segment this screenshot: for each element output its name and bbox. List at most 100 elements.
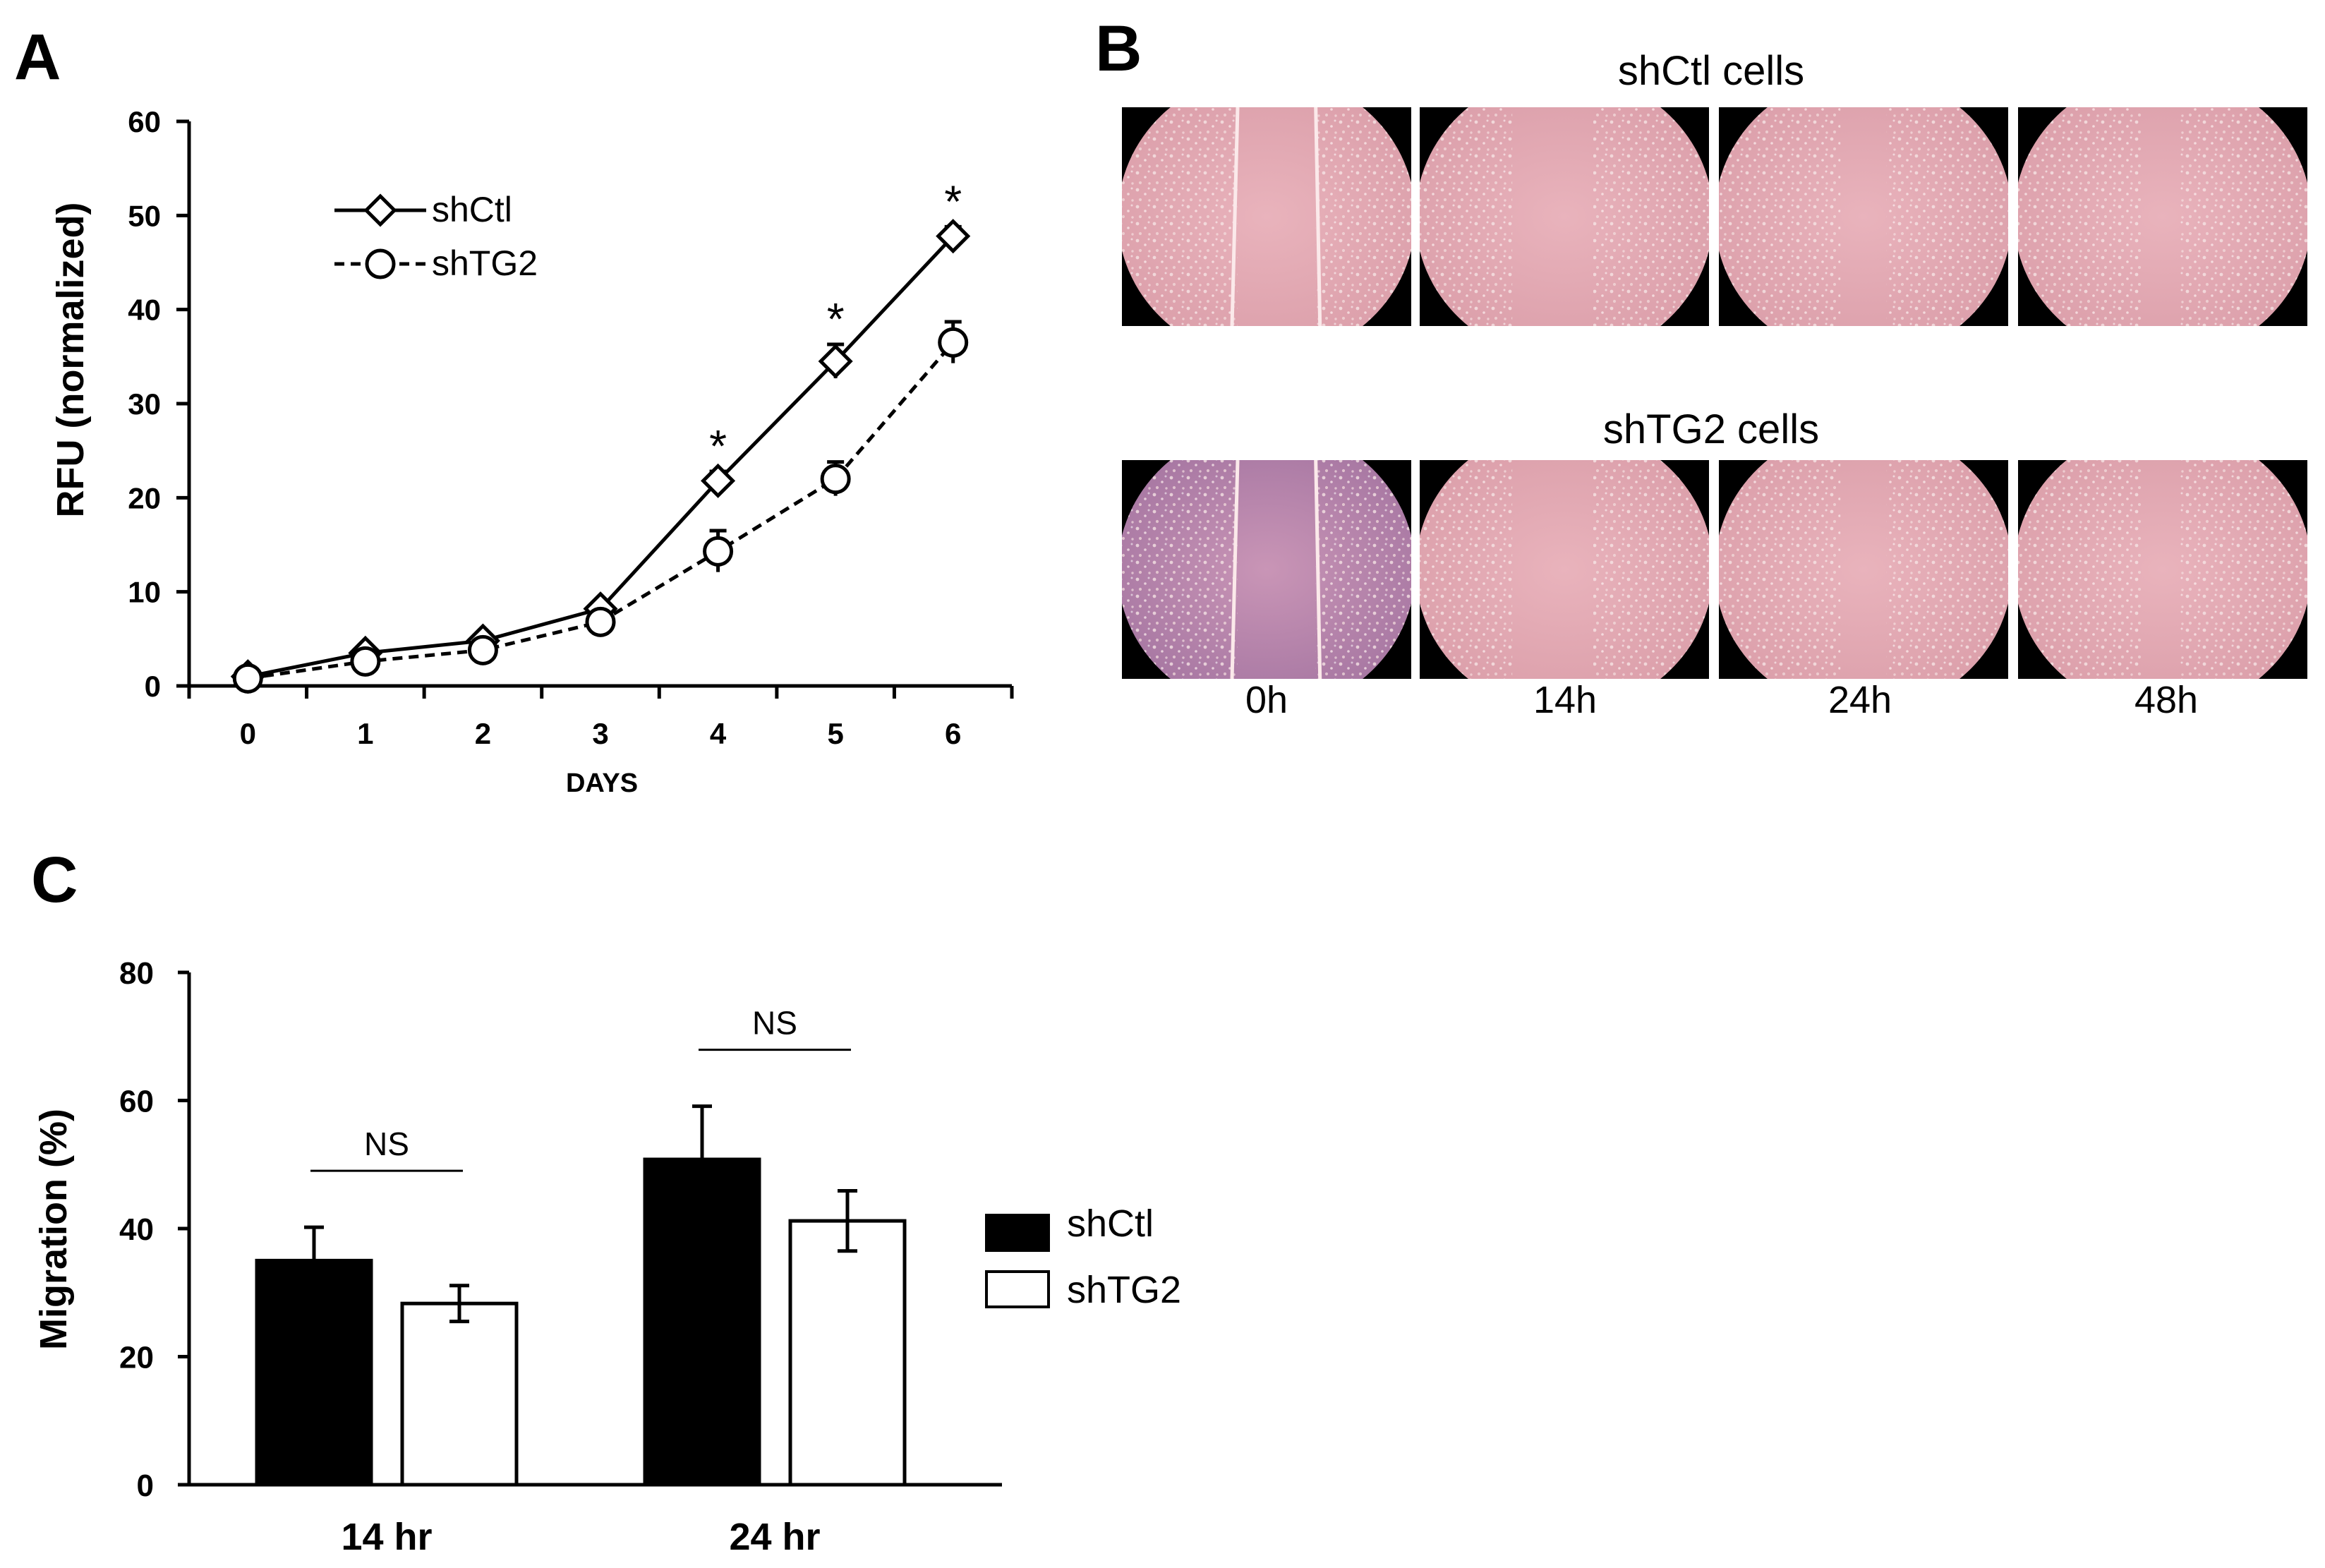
y-tick-label: 60 — [119, 1085, 154, 1119]
significance-label: NS — [752, 1005, 797, 1042]
panel-b-image-grid — [1122, 107, 2307, 680]
y-tick-label: 50 — [128, 199, 161, 232]
y-tick-label: 40 — [128, 294, 161, 327]
microscopy-tile — [1719, 460, 2008, 679]
data-point — [467, 634, 498, 665]
x-tick-label: 4 — [710, 717, 727, 750]
x-tick-label: 3 — [592, 717, 608, 750]
error-bar — [692, 1104, 712, 1214]
legend-label-shctl: shCtl — [1067, 1202, 1154, 1245]
legend-marker-circle — [365, 248, 396, 279]
error-bar — [838, 1188, 857, 1253]
cell-layer-left — [1719, 460, 1841, 679]
panel-a-series — [230, 219, 971, 694]
cell-layer-right — [2180, 460, 2307, 679]
microscopy-tile — [1122, 459, 1411, 680]
data-point — [818, 344, 853, 379]
scratch-edge — [1230, 459, 1240, 680]
data-point — [350, 646, 381, 677]
cell-layer-left — [2018, 107, 2143, 326]
x-tick-label: 6 — [945, 717, 961, 750]
legend-label-shtg2: shTG2 — [1067, 1269, 1181, 1311]
panel-a-y-axis-label: RFU (normalized) — [49, 202, 92, 517]
scratch-edge — [1314, 459, 1322, 680]
bar-shctl — [255, 1258, 373, 1487]
microscopy-tile — [1420, 107, 1709, 326]
panel-c-bars — [255, 1104, 907, 1487]
panel-b-microscopy: shCtl cells shTG2 cells 0h 14h 24h 48h — [1122, 48, 2307, 721]
data-point — [585, 606, 616, 637]
y-tick-label: 10 — [128, 576, 161, 609]
cell-layer-right — [1886, 460, 2008, 679]
panel-b-time-48h: 48h — [2134, 679, 2198, 721]
error-bar — [304, 1225, 324, 1296]
significance-label: NS — [364, 1126, 409, 1162]
data-point — [936, 219, 971, 254]
bar-shtg2 — [788, 1219, 907, 1487]
panel-c-legend: shCtl shTG2 — [985, 1202, 1181, 1311]
legend-swatch-shtg2 — [985, 1270, 1050, 1308]
y-tick-label: 80 — [119, 956, 154, 991]
data-point — [232, 663, 263, 694]
data-point — [703, 536, 734, 567]
panel-c-bar-chart: 0 20 40 60 80 NS NS 14 hr 24 hr Migration (%)… — [32, 956, 1181, 1558]
significance-asterisk: * — [709, 421, 727, 471]
y-tick-label: 0 — [145, 670, 161, 703]
panel-label-c: C — [31, 844, 78, 916]
panel-a-x-axis-label: DAYS — [566, 768, 638, 798]
scratch-edge — [1314, 107, 1322, 327]
cell-layer-right — [1593, 107, 1709, 326]
panel-a-annotations: * * * — [709, 176, 962, 471]
panel-b-time-0h: 0h — [1245, 679, 1288, 721]
panel-c-y-ticks: 0 20 40 60 80 — [119, 956, 189, 1503]
panel-c-category-24hr: 24 hr — [729, 1516, 820, 1558]
cell-layer-left — [2018, 460, 2143, 679]
x-tick-label: 5 — [827, 717, 843, 750]
microscopy-tile — [1420, 460, 1709, 679]
panel-label-b: B — [1095, 13, 1142, 85]
significance-asterisk: * — [827, 294, 845, 344]
panel-b-row-label-shtg2: shTG2 cells — [1603, 406, 1819, 452]
microscopy-tile — [1719, 107, 2008, 326]
y-tick-label: 0 — [137, 1469, 154, 1503]
panel-b-row-label-shctl: shCtl cells — [1618, 48, 1804, 94]
legend-label-shctl: shCtl — [432, 190, 512, 229]
data-point — [701, 463, 736, 498]
microscopy-tile — [2018, 107, 2307, 326]
panel-b-time-14h: 14h — [1533, 679, 1597, 721]
panel-a-line-chart: 0 10 20 30 40 50 60 0 1 2 3 4 5 6 DAYS RFU (normaliz… — [49, 105, 1014, 798]
scratch-edge — [1230, 107, 1240, 327]
panel-a-x-ticks: 0 1 2 3 4 5 6 — [187, 686, 1014, 750]
legend-marker-diamond — [363, 193, 397, 227]
cell-layer-right — [2180, 107, 2307, 326]
panel-a-legend: shCtl shTG2 — [334, 190, 538, 283]
cell-layer-left — [1719, 107, 1841, 326]
y-tick-label: 60 — [128, 105, 161, 138]
y-tick-label: 40 — [119, 1212, 154, 1247]
x-tick-label: 0 — [240, 717, 256, 750]
bar-shtg2 — [400, 1301, 519, 1487]
data-point — [820, 464, 851, 495]
cell-layer-right — [1593, 460, 1709, 679]
y-tick-label: 30 — [128, 387, 161, 421]
error-bar — [449, 1284, 469, 1324]
panel-b-time-24h: 24h — [1828, 679, 1892, 721]
panel-c-category-14hr: 14 hr — [341, 1516, 432, 1558]
microscopy-tile — [1122, 107, 1411, 327]
x-tick-label: 2 — [475, 717, 491, 750]
cell-layer-left — [1122, 460, 1238, 679]
panel-c-y-axis-label: Migration (%) — [32, 1109, 75, 1350]
x-tick-label: 1 — [357, 717, 373, 750]
cell-layer-right — [1886, 107, 2008, 326]
y-tick-label: 20 — [119, 1341, 154, 1375]
panel-c-annotations: NS NS — [310, 1005, 851, 1172]
legend-swatch-shctl — [985, 1214, 1050, 1252]
cell-layer-left — [1122, 107, 1238, 326]
series-shtg2 — [232, 320, 969, 694]
microscopy-tile — [2018, 460, 2307, 679]
panel-label-a: A — [14, 21, 61, 93]
data-point — [938, 327, 969, 358]
significance-asterisk: * — [944, 176, 962, 227]
panel-a-y-ticks: 0 10 20 30 40 50 60 — [128, 105, 189, 703]
